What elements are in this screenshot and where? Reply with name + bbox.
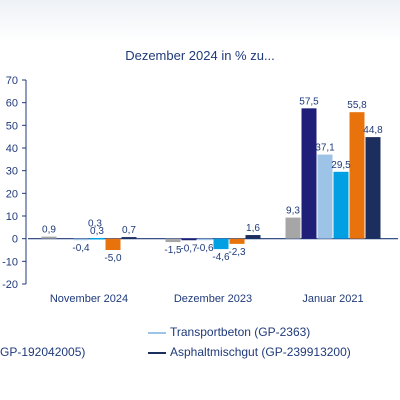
bar (301, 108, 317, 239)
data-label: 0,3 (88, 219, 102, 230)
legend-label: Asphaltmischgut (GP-239913200) (170, 345, 351, 359)
bar (365, 137, 381, 239)
data-label: 0,9 (42, 225, 56, 236)
data-label: 44,8 (363, 125, 383, 136)
legend-item-asphaltmischgut: Asphaltmischgut (GP-239913200) (148, 345, 351, 359)
x-tick-label: Januar 2021 (302, 293, 363, 305)
y-tick-label: -10 (2, 256, 18, 268)
y-tick-label: -20 (2, 279, 18, 291)
bars (41, 108, 381, 250)
bar (317, 154, 333, 239)
data-label: -2,3 (228, 247, 246, 258)
data-label: 55,8 (347, 100, 367, 111)
bar (121, 237, 137, 239)
data-label: 0,7 (122, 225, 136, 236)
bar (333, 171, 349, 239)
bar (73, 238, 89, 241)
bar (197, 238, 213, 241)
bar (89, 237, 105, 240)
legend-swatch (148, 331, 166, 334)
y-tick-label: 50 (6, 120, 18, 132)
y-tick-label: 30 (6, 166, 18, 178)
x-tick-label: November 2024 (50, 293, 128, 305)
y-tick-label: 0 (12, 234, 18, 246)
x-tick-label: Dezember 2023 (174, 293, 252, 305)
top-shade (0, 0, 400, 42)
bar (213, 238, 229, 250)
data-label: 57,5 (299, 96, 319, 107)
y-tick-label: 20 (6, 188, 18, 200)
data-label: 37,1 (315, 143, 335, 154)
legend-label: (GP-192042005) (0, 345, 86, 359)
bar (165, 238, 181, 243)
data-labels: 0,9 -1,5 9,3 -0,7 57,5 -0,4 -0,6 37,1 0,3 -4,6 29,… (42, 96, 383, 264)
bar (349, 112, 365, 239)
bar (105, 238, 121, 250)
data-label: -0,6 (196, 243, 214, 254)
data-label: -4,6 (212, 252, 230, 263)
data-label: 29,5 (331, 160, 351, 171)
legend-item-gp-192042005: (GP-192042005) (0, 345, 85, 359)
legend-item-transportbeton: Transportbeton (GP-2363) (148, 325, 310, 339)
data-label: -0,4 (72, 243, 90, 254)
y-tick-label: 60 (6, 98, 18, 110)
y-tick-label: 70 (6, 75, 18, 87)
legend-label: Transportbeton (GP-2363) (170, 325, 311, 339)
chart-title: Dezember 2024 in % zu... (125, 48, 275, 63)
data-label: -5,0 (104, 253, 122, 264)
data-label: 0,3 (90, 226, 104, 237)
y-tick-label: 10 (6, 211, 18, 223)
bar (181, 238, 197, 241)
data-label: 9,3 (286, 206, 300, 217)
data-label: -0,7 (180, 243, 198, 254)
bar (285, 217, 301, 239)
legend-swatch (148, 351, 166, 354)
data-label: 1,6 (246, 223, 260, 234)
data-label: -1,5 (164, 245, 182, 256)
bar (41, 236, 57, 239)
bar (245, 235, 261, 239)
y-axis: -20 -10 0 10 20 30 40 50 60 70 (2, 75, 398, 291)
y-tick-label: 40 (6, 143, 18, 155)
x-axis-labels: November 2024 Dezember 2023 Januar 2021 (50, 293, 364, 305)
bar (229, 238, 245, 244)
